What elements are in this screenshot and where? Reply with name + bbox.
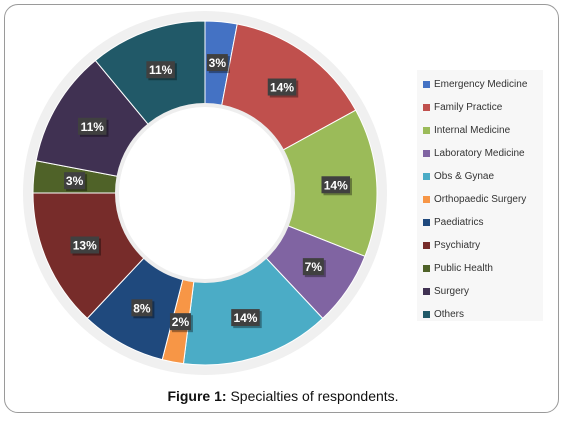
- legend-item-paediatrics: Paediatrics: [423, 211, 543, 234]
- data-label-text: 13%: [73, 239, 97, 253]
- data-label-box: [77, 117, 107, 135]
- donut-hole: [115, 103, 295, 283]
- legend: Emergency Medicine Family Practice Interna…: [417, 70, 543, 321]
- data-label: 11%: [77, 117, 109, 137]
- legend-swatch: [423, 196, 430, 203]
- data-label: 14%: [321, 176, 352, 196]
- legend-item-surgery: Surgery: [423, 280, 543, 303]
- legend-label: Emergency Medicine: [434, 79, 528, 90]
- legend-label: Obs & Gynae: [434, 171, 495, 182]
- legend-item-emergency-medicine: Emergency Medicine: [423, 73, 543, 96]
- data-label-box: [169, 313, 191, 331]
- data-label-text: 14%: [270, 81, 294, 95]
- data-label-text: 14%: [233, 311, 257, 325]
- data-label-box: [146, 61, 175, 79]
- legend-item-orthopaedic-surgery: Orthopaedic Surgery: [423, 188, 543, 211]
- caption-label: Figure 1:: [167, 388, 227, 404]
- legend-swatch: [423, 127, 430, 134]
- legend-swatch: [423, 104, 430, 111]
- legend-label: Orthopaedic Surgery: [434, 194, 527, 205]
- data-label: 7%: [302, 258, 326, 278]
- data-label-box: [206, 54, 228, 72]
- legend-label: Public Health: [434, 263, 493, 274]
- data-label-text: 14%: [324, 178, 348, 192]
- figure-caption: Figure 1: Specialties of respondents.: [0, 388, 566, 404]
- legend-swatch: [423, 242, 430, 249]
- data-label: 8%: [131, 299, 155, 319]
- legend-item-internal-medicine: Internal Medicine: [423, 119, 543, 142]
- legend-swatch: [423, 311, 430, 318]
- data-label-box: [321, 176, 350, 194]
- data-label-text: 11%: [81, 120, 105, 134]
- caption-text: Specialties of respondents.: [226, 388, 399, 404]
- legend-label: Paediatrics: [434, 217, 484, 228]
- legend-swatch: [423, 150, 430, 157]
- legend-swatch: [423, 265, 430, 272]
- data-label-box: [267, 78, 297, 96]
- legend-item-family-practice: Family Practice: [423, 96, 543, 119]
- legend-item-public-health: Public Health: [423, 257, 543, 280]
- data-label-text: 8%: [133, 301, 151, 315]
- legend-item-psychiatry: Psychiatry: [423, 234, 543, 257]
- data-label-box: [231, 309, 260, 327]
- data-label-box: [70, 236, 100, 254]
- legend-label: Laboratory Medicine: [434, 148, 525, 159]
- legend-label: Psychiatry: [434, 240, 481, 251]
- data-label: 2%: [169, 313, 193, 333]
- legend-swatch: [423, 173, 430, 180]
- data-label: 11%: [146, 61, 177, 81]
- data-label: 3%: [206, 54, 230, 74]
- data-label-text: 2%: [172, 315, 190, 329]
- data-label: 13%: [70, 236, 102, 256]
- legend-label: Surgery: [434, 286, 470, 297]
- data-label: 3%: [64, 172, 88, 192]
- legend-item-laboratory-medicine: Laboratory Medicine: [423, 142, 543, 165]
- data-label-text: 3%: [66, 174, 84, 188]
- legend-label: Family Practice: [434, 102, 503, 113]
- legend-label: Internal Medicine: [434, 125, 511, 136]
- data-label-box: [131, 299, 153, 317]
- legend-swatch: [423, 288, 430, 295]
- data-label-text: 7%: [305, 260, 323, 274]
- data-label-box: [64, 172, 86, 190]
- data-label: 14%: [231, 309, 262, 329]
- data-labels: 3% 14% 14% 7% 14% 2% 8% 13% 3% 11% 11%: [64, 54, 352, 333]
- legend-swatch: [423, 81, 430, 88]
- data-label-text: 3%: [209, 56, 227, 70]
- data-label: 14%: [267, 78, 299, 98]
- legend-swatch: [423, 219, 430, 226]
- data-label-box: [302, 258, 324, 276]
- legend-item-obs-gynae: Obs & Gynae: [423, 165, 543, 188]
- legend-label: Others: [434, 309, 465, 320]
- legend-item-others: Others: [423, 303, 543, 326]
- data-label-text: 11%: [149, 63, 173, 77]
